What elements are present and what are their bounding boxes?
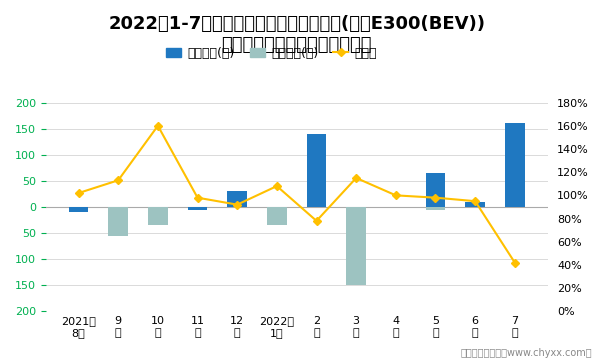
Bar xyxy=(227,191,247,207)
Text: 制图：智研咨询（www.chyxx.com）: 制图：智研咨询（www.chyxx.com） xyxy=(460,348,592,358)
Bar xyxy=(267,207,287,225)
Bar xyxy=(188,207,207,210)
Legend: 积压库存(辆), 清仓库存(辆), 产销率: 积压库存(辆), 清仓库存(辆), 产销率 xyxy=(161,42,382,65)
Bar xyxy=(505,123,525,207)
Bar xyxy=(346,207,366,285)
Bar xyxy=(426,173,445,207)
Bar xyxy=(69,207,88,212)
Bar xyxy=(148,207,168,225)
Bar xyxy=(108,207,128,236)
Title: 2022年1-7月江铃新能源旗下最畅销轿车(江铃E300(BEV))
近一年库存情况及产销率统计图: 2022年1-7月江铃新能源旗下最畅销轿车(江铃E300(BEV)) 近一年库存… xyxy=(108,15,485,54)
Bar xyxy=(426,207,445,210)
Bar xyxy=(465,202,485,207)
Bar xyxy=(307,134,326,207)
